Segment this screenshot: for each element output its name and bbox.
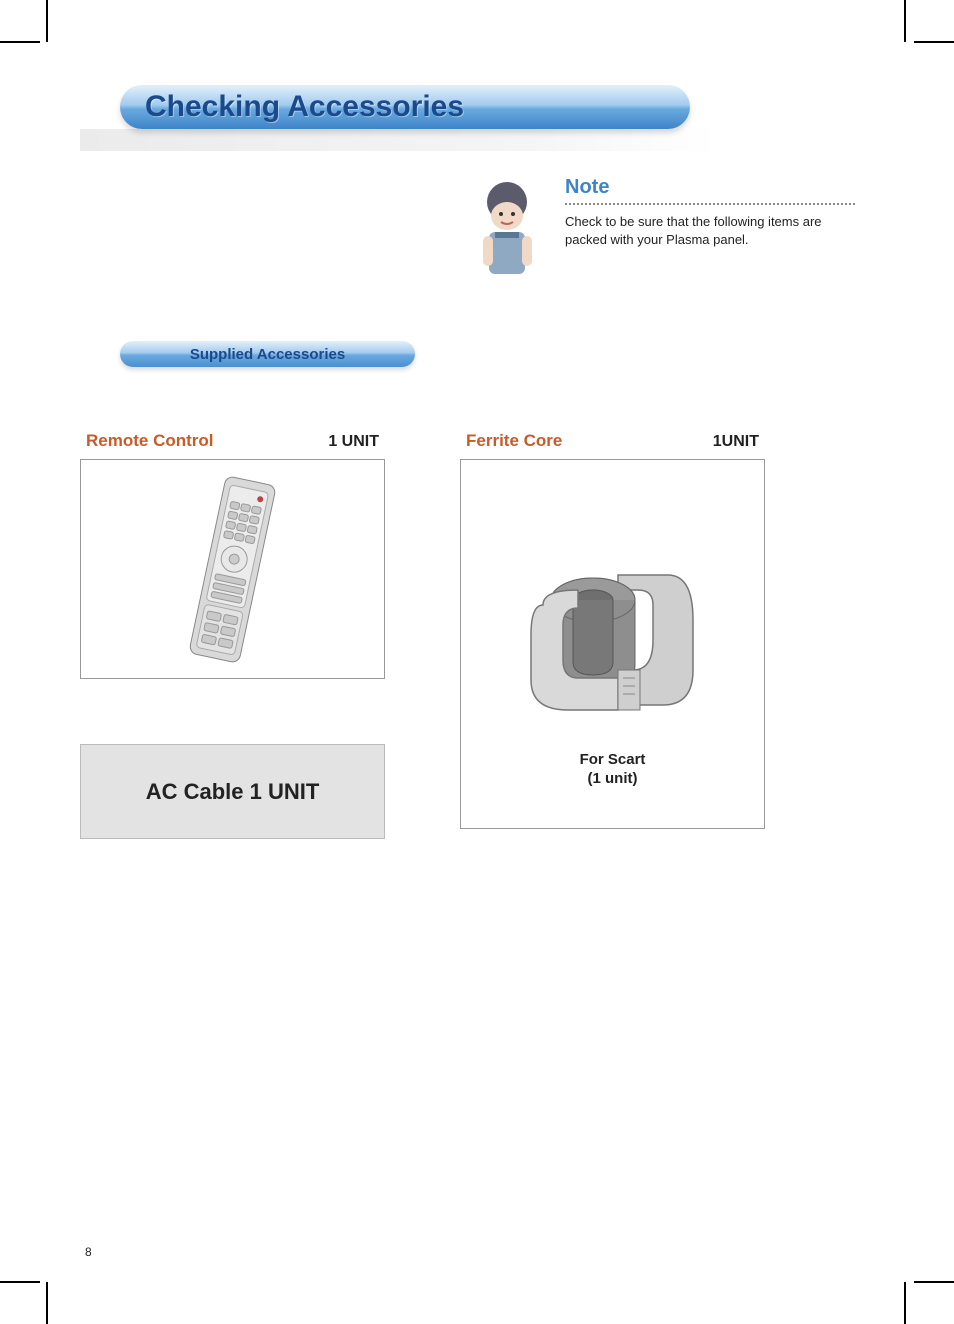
note-section: Note Check to be sure that the following…	[465, 176, 875, 286]
ferrite-sub-line2: (1 unit)	[580, 769, 646, 789]
title-pill: Checking Accessories	[120, 85, 690, 129]
col-right: Ferrite Core 1UNIT	[460, 431, 765, 839]
page-title: Checking Accessories	[145, 90, 464, 124]
remote-title: Remote Control	[86, 431, 214, 451]
title-bar: Checking Accessories	[80, 85, 875, 141]
crop-mark	[914, 41, 954, 43]
ferrite-card: Ferrite Core 1UNIT	[460, 431, 765, 829]
note-text: Note Check to be sure that the following…	[565, 176, 855, 248]
crop-mark	[46, 0, 48, 42]
ferrite-image-box: For Scart (1 unit)	[460, 459, 765, 829]
ferrite-subtitle: For Scart (1 unit)	[580, 750, 646, 789]
page-content: Checking Accessories Note Check to be su…	[80, 85, 875, 839]
ferrite-qty: 1UNIT	[713, 433, 759, 451]
remote-image-box	[80, 459, 385, 679]
ferrite-icon	[523, 550, 703, 720]
remote-card: Remote Control 1 UNIT	[80, 431, 385, 679]
col-left: Remote Control 1 UNIT	[80, 431, 385, 839]
ac-cable-card: AC Cable 1 UNIT	[80, 744, 385, 839]
crop-mark	[914, 1281, 954, 1283]
remote-qty: 1 UNIT	[328, 433, 379, 451]
page-number: 8	[85, 1245, 92, 1259]
note-divider	[565, 203, 855, 205]
crop-mark	[0, 1281, 40, 1283]
ferrite-sub-line1: For Scart	[580, 750, 646, 770]
section-heading: Supplied Accessories	[120, 341, 415, 371]
ferrite-title: Ferrite Core	[466, 431, 562, 451]
crop-mark	[46, 1282, 48, 1324]
crop-mark	[904, 1282, 906, 1324]
mascot-icon	[465, 176, 550, 286]
note-body: Check to be sure that the following item…	[565, 213, 855, 248]
note-heading: Note	[565, 176, 855, 199]
title-shadow	[80, 129, 720, 151]
ac-cable-label: AC Cable 1 UNIT	[146, 779, 320, 805]
section-label: Supplied Accessories	[190, 346, 345, 363]
crop-mark	[0, 41, 40, 43]
crop-mark	[904, 0, 906, 42]
remote-icon	[186, 473, 278, 665]
accessories-grid: Remote Control 1 UNIT	[80, 431, 875, 839]
